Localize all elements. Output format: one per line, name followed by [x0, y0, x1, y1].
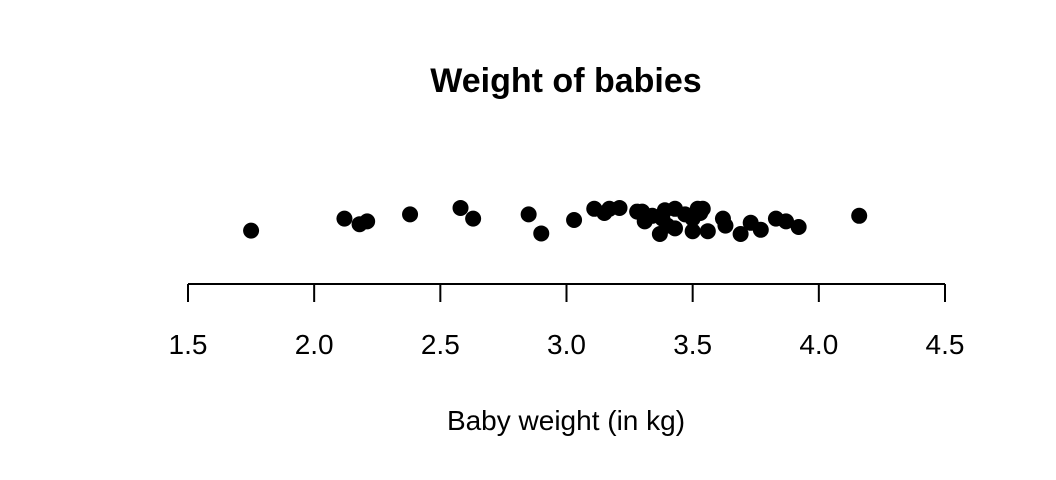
data-point [611, 199, 628, 216]
x-tick-label: 4.5 [926, 329, 965, 360]
x-tick-label: 4.0 [799, 329, 838, 360]
x-tick-label: 3.5 [673, 329, 712, 360]
data-point [694, 200, 711, 217]
data-point [243, 222, 260, 239]
data-point [359, 213, 376, 230]
data-point [717, 217, 734, 234]
x-tick-label: 2.5 [421, 329, 460, 360]
data-point [684, 223, 701, 240]
data-point [402, 206, 419, 223]
data-point [533, 225, 550, 242]
data-point [732, 226, 749, 242]
data-point [790, 219, 807, 235]
data-point [667, 220, 684, 237]
chart-title: Weight of babies [430, 62, 701, 100]
x-tick-label: 3.0 [547, 329, 586, 360]
data-point [778, 213, 795, 230]
data-point [699, 223, 716, 240]
x-tick-label: 1.5 [169, 329, 208, 360]
x-axis-label: Baby weight (in kg) [447, 405, 685, 436]
data-point [336, 210, 353, 227]
data-point [520, 206, 537, 223]
points-layer [243, 199, 868, 242]
x-tick-label: 2.0 [295, 329, 334, 360]
data-point [851, 207, 868, 224]
x-axis: 1.5 2.0 2.5 3.0 3.5 4.0 4.5 [169, 283, 965, 360]
data-point [566, 212, 583, 228]
data-point [452, 199, 469, 216]
data-point [465, 210, 482, 227]
data-point [752, 221, 769, 238]
